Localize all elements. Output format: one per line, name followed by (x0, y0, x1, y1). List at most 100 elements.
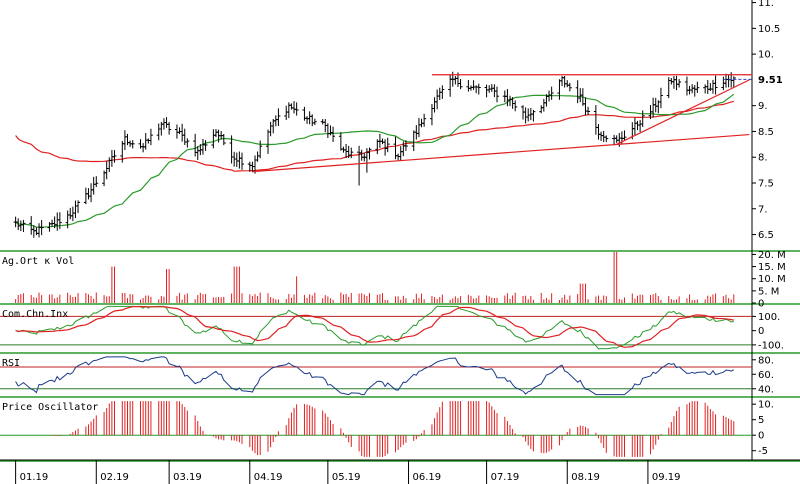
price-tick-label: 6.5 (758, 230, 774, 241)
price-bar (55, 212, 60, 231)
volume-tick-label: 10. M (758, 274, 786, 285)
price-bar (289, 103, 294, 110)
moving-average-short (15, 93, 735, 228)
rsi-panel (0, 356, 752, 396)
cci-tick-label: -100. (758, 340, 784, 351)
volume-tick-label: 0 (758, 299, 764, 310)
price-bar (286, 102, 291, 119)
price-bar (174, 124, 179, 139)
price-bar (57, 212, 62, 230)
price-bar (513, 100, 518, 112)
oscillator-tick-label: -5 (758, 446, 768, 457)
volume-panel (15, 252, 735, 303)
price-bar (294, 102, 299, 116)
price-bar (448, 74, 453, 97)
price-bar (708, 83, 713, 91)
price-bar (432, 97, 437, 113)
price-bar (148, 128, 153, 146)
price-bar (94, 176, 99, 188)
price-bar (203, 140, 208, 151)
price-bar (723, 73, 728, 88)
price-bar (549, 86, 554, 100)
price-bar (437, 87, 442, 101)
price-bar (37, 223, 42, 238)
price-bar (458, 79, 463, 90)
price-bar (604, 135, 609, 143)
price-bar (658, 87, 663, 109)
price-tick-label: 9. (758, 101, 768, 112)
price-bar (39, 219, 44, 236)
price-bar (130, 140, 135, 149)
price-bar (622, 130, 627, 141)
x-tick-label: 02.19 (100, 472, 129, 483)
price-bar (638, 119, 643, 133)
price-bar (429, 104, 434, 126)
price-bar (367, 147, 372, 160)
price-bar (221, 134, 226, 146)
x-tick-label: 08.19 (571, 472, 600, 483)
price-bar (161, 118, 166, 130)
price-bar (705, 80, 710, 94)
panel-titles: Ag.Ort к Vol Com.Chn.Inx RSI Price Oscillat… (2, 256, 98, 413)
price-bar (596, 123, 601, 140)
price-bar (471, 80, 476, 91)
price-bar (440, 85, 445, 99)
price-bar (398, 146, 403, 162)
price-bar (632, 117, 637, 136)
oscillator-tick-label: 10. (758, 400, 774, 411)
price-bar (86, 188, 91, 200)
price-bar (122, 130, 127, 151)
price-bar (21, 219, 26, 233)
x-tick-label: 04.19 (254, 472, 283, 483)
price-bar (466, 80, 471, 92)
price-bar (476, 83, 481, 95)
volume-tick-label: 15. M (758, 262, 786, 273)
trend-line-1 (252, 133, 750, 173)
price-bar (435, 89, 440, 110)
price-bar (237, 151, 242, 169)
price-bar (411, 130, 416, 152)
price-bar (557, 79, 562, 100)
cci-panel (0, 305, 752, 350)
price-panel (13, 71, 752, 238)
price-bar (653, 97, 658, 113)
price-bar (143, 133, 148, 150)
price-bar (575, 80, 580, 104)
price-tick-label: 10.5 (758, 24, 780, 35)
price-bar (692, 85, 697, 97)
rsi-tick-label: 80. (758, 355, 774, 366)
price-bar (258, 140, 263, 159)
price-bar (234, 152, 239, 167)
price-bar (523, 107, 528, 124)
price-bar (331, 126, 336, 143)
price-bar (710, 79, 715, 94)
price-bar (567, 82, 572, 92)
x-axis-labels: 01.19 02.19 03.19 04.19 05.19 06.19 07.19 08.19… (15, 460, 681, 484)
oscillator-panel (0, 401, 752, 457)
price-bar (325, 123, 330, 139)
price-bar (180, 123, 185, 142)
price-bar (292, 101, 297, 114)
price-bar (671, 75, 676, 89)
price-bar (112, 150, 117, 163)
price-bar (403, 140, 408, 151)
price-bar (109, 149, 114, 167)
price-bar (89, 183, 94, 203)
price-bar (213, 129, 218, 138)
x-tick-label: 09.19 (652, 472, 681, 483)
price-bar (211, 129, 216, 149)
price-bar (125, 133, 130, 146)
price-bar (177, 127, 182, 135)
price-bar (468, 85, 473, 91)
rsi-title: RSI (2, 358, 20, 369)
price-bar (385, 137, 390, 153)
price-bar (562, 76, 567, 88)
price-bar (73, 200, 78, 219)
cci-title: Com.Chn.Inx (2, 309, 68, 320)
rsi-line (15, 356, 735, 396)
last-value-label: 9.51 (758, 75, 783, 86)
cci-tick-label: 0 (758, 326, 764, 337)
oscillator-title: Price Oscillator (2, 402, 98, 413)
